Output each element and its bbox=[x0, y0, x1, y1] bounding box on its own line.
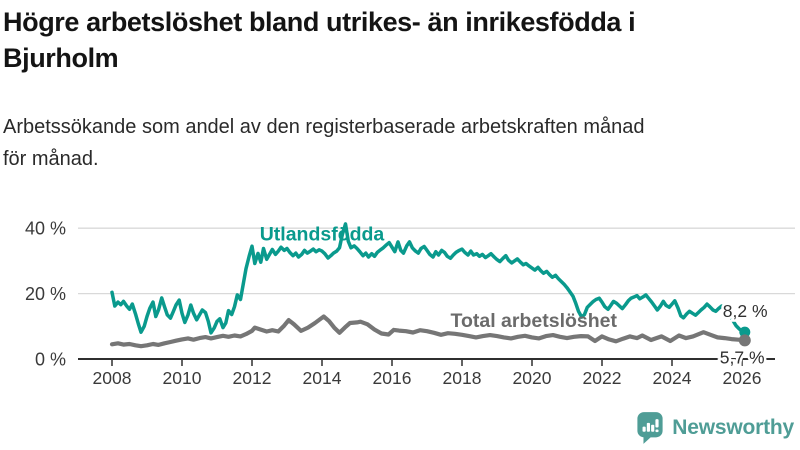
series-label-total-arbetsl-shet: Total arbetslöshet bbox=[450, 310, 617, 332]
y-tick-label: 40 % bbox=[25, 219, 66, 239]
series-end-value-utlandsf-dda: 8,2 % bbox=[723, 301, 768, 321]
newsworthy-logo[interactable]: Newsworthy bbox=[636, 411, 794, 445]
x-tick-label: 2008 bbox=[93, 368, 132, 388]
series-end-value-total-arbetsl-shet: 5,7 % bbox=[720, 347, 765, 367]
x-tick-label: 2018 bbox=[443, 368, 482, 388]
bar-chart-speech-bubble-icon bbox=[637, 412, 663, 444]
series-end-dot-utlandsf-dda bbox=[739, 326, 751, 338]
x-tick-label: 2022 bbox=[583, 368, 622, 388]
y-tick-label: 0 % bbox=[35, 350, 66, 370]
page-title: Högre arbetslöshet bland utrikes- än inr… bbox=[3, 7, 636, 74]
y-tick-label: 20 % bbox=[25, 284, 66, 304]
series-line-total-arbetsl-shet bbox=[109, 314, 747, 349]
x-tick-label: 2024 bbox=[653, 368, 692, 388]
series-label-utlandsf-dda: Utlandsfödda bbox=[260, 224, 385, 246]
x-tick-label: 2016 bbox=[373, 368, 412, 388]
series-line-utlandsf-dda bbox=[110, 222, 747, 335]
x-tick-label: 2012 bbox=[233, 368, 272, 388]
x-tick-label: 2014 bbox=[303, 368, 342, 388]
unemployment-line-chart: 0 % 20 % 40 % 2008 2010 2012 2014 2016 2018 2020 2… bbox=[25, 219, 795, 388]
series-end-dot-total-arbetsl-shet bbox=[738, 334, 751, 347]
x-tick-label: 2010 bbox=[163, 368, 202, 388]
x-tick-label: 2020 bbox=[513, 368, 552, 388]
chart-subtitle: Arbetssökande som andel av den registerb… bbox=[3, 116, 645, 170]
brand-name: Newsworthy bbox=[672, 416, 794, 439]
x-tick-label: 2026 bbox=[723, 368, 762, 388]
